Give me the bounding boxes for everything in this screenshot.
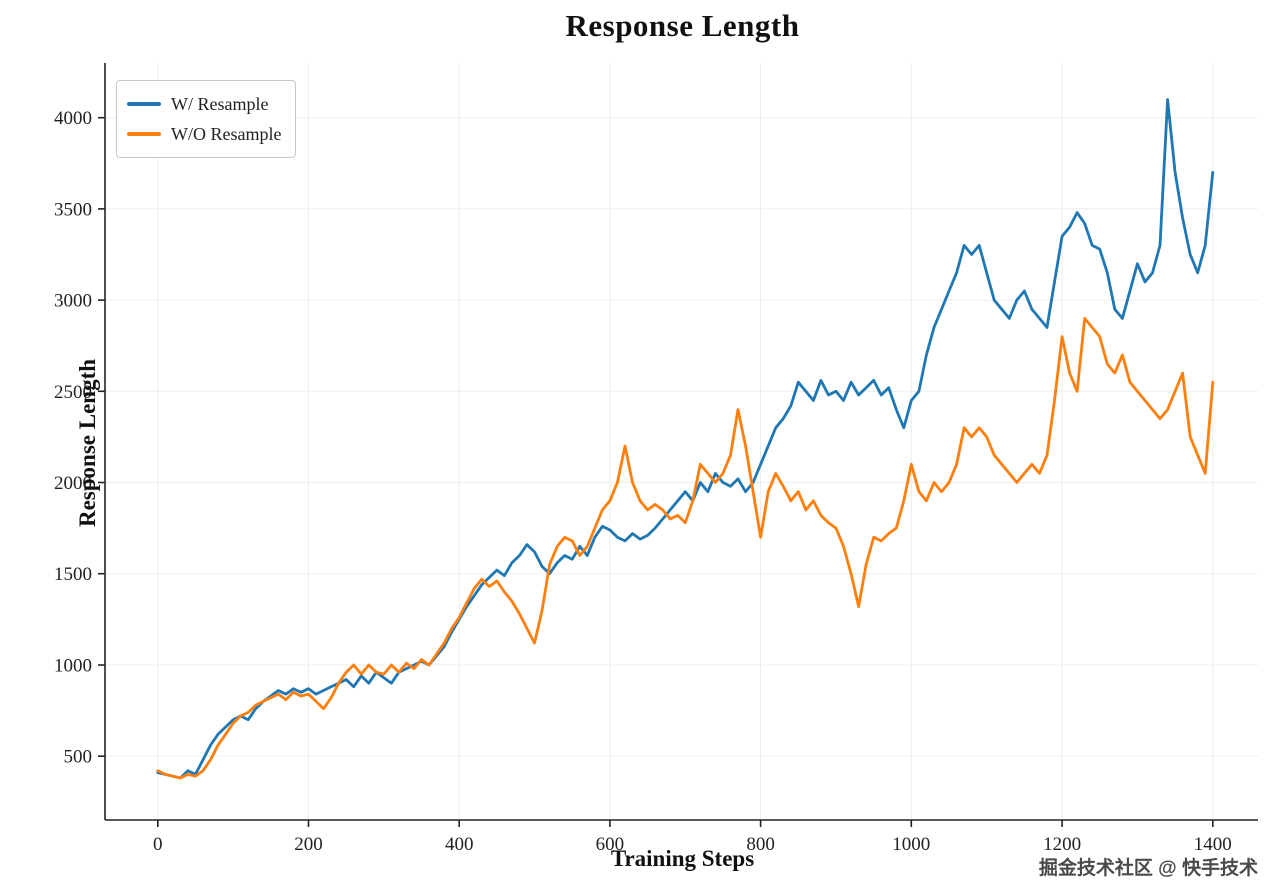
svg-text:600: 600 — [596, 834, 625, 855]
legend-line-swatch-blue — [127, 102, 161, 106]
svg-text:1000: 1000 — [54, 656, 92, 677]
y-axis-label: Response Length — [75, 358, 100, 528]
legend: W/ Resample W/O Resample — [116, 80, 297, 158]
svg-text:200: 200 — [294, 834, 323, 855]
legend-line-swatch-orange — [127, 132, 161, 136]
legend-entry-without-resample: W/O Resample — [127, 119, 281, 149]
svg-text:2500: 2500 — [54, 382, 92, 403]
svg-text:1400: 1400 — [1194, 834, 1232, 855]
x-axis-label: Training Steps — [610, 846, 755, 871]
svg-text:1200: 1200 — [1043, 834, 1081, 855]
legend-label: W/O Resample — [171, 123, 282, 144]
svg-text:3000: 3000 — [54, 291, 92, 312]
svg-text:1500: 1500 — [54, 564, 92, 585]
watermark-text: 掘金技术社区 @ 快手技术 — [1038, 858, 1258, 879]
svg-text:3500: 3500 — [54, 199, 92, 220]
svg-text:2000: 2000 — [54, 473, 92, 494]
legend-label: W/ Resample — [171, 93, 269, 114]
svg-text:400: 400 — [445, 834, 474, 855]
svg-text:0: 0 — [153, 834, 163, 855]
svg-text:4000: 4000 — [54, 108, 92, 129]
svg-text:1000: 1000 — [892, 834, 930, 855]
svg-text:500: 500 — [64, 747, 93, 768]
svg-text:800: 800 — [746, 834, 775, 855]
legend-entry-with-resample: W/ Resample — [127, 89, 281, 119]
chart-title: Response Length — [565, 8, 800, 43]
